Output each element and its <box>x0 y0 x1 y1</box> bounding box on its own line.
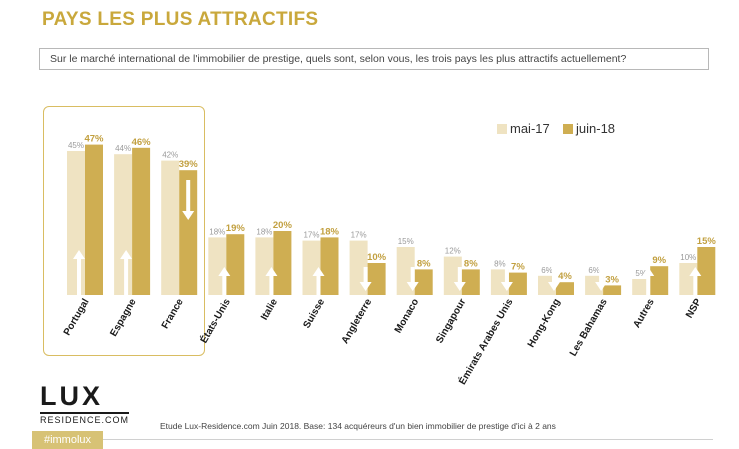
category-label: Italie <box>259 297 280 323</box>
value-label-mai-17: 15% <box>398 237 414 246</box>
trend-down-arrow <box>182 180 195 220</box>
lux-residence-logo: LUX RESIDENCE.COM <box>40 381 130 428</box>
category-label: Les Bahamas <box>568 297 610 359</box>
trend-down-arrow <box>595 267 608 291</box>
bar-mai-17 <box>302 240 321 295</box>
value-label-juin-18: 20% <box>273 220 293 231</box>
bar-mai-17 <box>255 237 274 295</box>
bar-juin-18 <box>226 234 245 295</box>
trend-down-arrow <box>548 267 560 291</box>
trend-down-arrow <box>359 267 372 291</box>
category-label: Autres <box>631 297 657 330</box>
bar-juin-18 <box>414 269 433 295</box>
bar-mai-17 <box>114 154 133 295</box>
value-label-mai-17: 6% <box>541 266 553 275</box>
bar-mai-17 <box>208 237 227 295</box>
value-label-mai-17: 10% <box>680 253 696 262</box>
bar-juin-18 <box>320 237 339 295</box>
value-label-juin-18: 8% <box>417 258 431 269</box>
logo-main-text: LUX <box>40 381 103 411</box>
bar-juin-18 <box>461 269 480 295</box>
value-label-mai-17: 17% <box>303 231 319 240</box>
bar-juin-18 <box>179 170 198 295</box>
bar-mai-17 <box>161 160 180 295</box>
bar-juin-18 <box>603 285 622 295</box>
value-label-mai-17: 17% <box>351 231 367 240</box>
legend-label-juin-18: juin-18 <box>575 121 615 136</box>
category-label: Espagne <box>108 297 139 339</box>
trend-down-arrow <box>500 267 513 291</box>
trend-up-arrow <box>689 267 702 295</box>
bar-mai-17 <box>67 151 85 295</box>
category-label: NSP <box>684 297 704 321</box>
bar-juin-18 <box>85 144 103 295</box>
trend-up-arrow <box>73 250 85 295</box>
bar-mai-17 <box>349 240 368 295</box>
value-label-mai-17: 12% <box>445 247 461 256</box>
trend-up-arrow <box>265 267 278 295</box>
bar-juin-18 <box>367 263 386 295</box>
bar-juin-18 <box>273 231 292 295</box>
value-label-mai-17: 18% <box>256 227 272 236</box>
bar-juin-18 <box>132 147 151 295</box>
category-label: Portugal <box>62 297 92 338</box>
hashtag-badge: #immolux <box>32 431 103 449</box>
value-label-mai-17: 6% <box>588 266 600 275</box>
value-label-juin-18: 18% <box>320 226 340 237</box>
category-label: France <box>160 297 186 331</box>
value-label-juin-18: 4% <box>558 271 572 282</box>
legend-label-mai-17: mai-17 <box>510 121 550 136</box>
value-label-juin-18: 39% <box>179 159 199 170</box>
value-label-mai-17: 44% <box>115 144 131 153</box>
source-note: Etude Lux-Residence.com Juin 2018. Base:… <box>160 421 556 431</box>
bar-juin-18 <box>508 272 527 295</box>
category-label: Hong-Kong <box>526 297 563 350</box>
value-label-mai-17: 18% <box>209 227 225 236</box>
footer-divider <box>103 439 713 440</box>
category-label: Émirats Arabes Unis <box>456 296 516 387</box>
trend-up-arrow <box>642 267 655 295</box>
bar-mai-17 <box>490 269 509 295</box>
value-label-mai-17: 5% <box>635 269 647 278</box>
category-label: Monaco <box>393 297 421 335</box>
value-label-mai-17: 42% <box>162 151 178 160</box>
logo-sub-text: RESIDENCE.COM <box>40 412 130 426</box>
bar-mai-17 <box>585 275 604 295</box>
legend-swatch-juin-18 <box>563 124 573 134</box>
value-label-mai-17: 45% <box>68 141 84 150</box>
value-label-juin-18: 19% <box>226 223 246 234</box>
bar-juin-18 <box>650 266 669 295</box>
value-label-juin-18: 3% <box>605 274 619 285</box>
value-label-mai-17: 8% <box>494 259 506 268</box>
trend-down-arrow <box>406 267 419 291</box>
category-label: Suisse <box>301 297 327 331</box>
value-label-juin-18: 46% <box>132 137 152 148</box>
bar-juin-18 <box>697 247 716 295</box>
chart-title: PAYS LES PLUS ATTRACTIFS <box>42 9 319 30</box>
bar-juin-18 <box>556 282 574 295</box>
value-label-juin-18: 9% <box>652 255 666 266</box>
top-three-highlight-frame <box>43 106 205 356</box>
category-label: Angleterre <box>340 297 375 346</box>
value-label-juin-18: 8% <box>464 258 478 269</box>
trend-up-arrow <box>312 267 325 295</box>
category-label: Singapour <box>434 297 468 345</box>
category-label: États-Unis <box>197 296 233 346</box>
value-label-juin-18: 10% <box>367 252 387 263</box>
trend-down-arrow <box>453 267 466 291</box>
trend-up-arrow <box>120 250 133 295</box>
bar-mai-17 <box>538 275 556 295</box>
value-label-juin-18: 7% <box>511 262 525 273</box>
trend-up-arrow <box>218 267 231 295</box>
legend-swatch-mai-17 <box>497 124 507 134</box>
survey-question: Sur le marché international de l'immobil… <box>39 48 709 70</box>
bar-mai-17 <box>632 279 651 295</box>
value-label-juin-18: 47% <box>84 134 104 145</box>
value-label-juin-18: 15% <box>697 236 717 247</box>
